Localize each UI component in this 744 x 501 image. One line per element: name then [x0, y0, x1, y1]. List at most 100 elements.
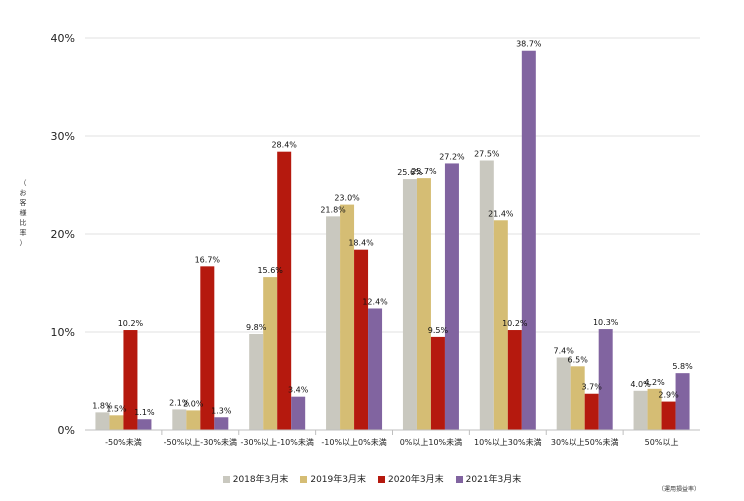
bar-value-label: 9.8%	[246, 323, 267, 332]
bar-value-label: 15.6%	[257, 266, 283, 275]
bar	[200, 266, 215, 430]
bar-value-label: 21.4%	[488, 209, 514, 218]
legend-label: 2021年3月末	[465, 475, 522, 485]
legend: 2018年3月末 2019年3月末 2020年3月末 2021年3月末	[0, 472, 744, 485]
y-tick-labels: 0% 10% 20% 30% 40%	[51, 32, 75, 437]
y-tick-label: 40%	[51, 32, 75, 45]
bar	[354, 249, 369, 430]
x-axis	[85, 429, 700, 435]
bar	[493, 220, 508, 430]
x-tick-label: -50%以上-30%未満	[164, 437, 237, 447]
legend-item: 2020年3月末	[378, 472, 444, 485]
bar-value-label: 4.2%	[644, 378, 665, 387]
x-tick-label: -30%以上-10%未満	[241, 437, 314, 447]
bar-value-label: 7.4%	[554, 346, 575, 355]
bar	[570, 366, 585, 430]
y-axis-label-char: 率	[19, 229, 27, 237]
bar-value-label: 5.8%	[672, 362, 693, 371]
y-tick-label: 20%	[51, 228, 75, 241]
bar	[172, 409, 187, 430]
bar	[416, 178, 431, 430]
bar	[326, 216, 341, 430]
bar	[291, 396, 306, 430]
bar	[598, 329, 613, 430]
gridlines	[85, 37, 700, 333]
bar-value-label: 4.0%	[630, 380, 651, 389]
bar-value-label: 1.8%	[92, 401, 113, 410]
bar	[109, 415, 124, 430]
bar-value-label: 25.6%	[397, 168, 423, 177]
bar-value-label: 1.1%	[134, 408, 155, 417]
legend-swatch	[300, 476, 308, 483]
bar	[675, 373, 690, 430]
bar-value-label: 3.7%	[582, 383, 603, 392]
bar-value-label: 21.8%	[320, 205, 346, 214]
bar	[521, 50, 536, 431]
x-tick-label: 50%以上	[645, 438, 679, 447]
bar-value-label: 10.2%	[502, 319, 528, 328]
bar	[402, 179, 417, 430]
bar-value-label: 1.3%	[211, 406, 232, 415]
bar	[647, 388, 662, 430]
bar-value-label: 27.2%	[439, 152, 465, 161]
x-tick-label: -50%未満	[105, 437, 142, 447]
x-tick-label: 30%以上50%未満	[551, 437, 619, 447]
y-axis-label-char: （	[19, 179, 27, 187]
x-tick-label: 10%以上30%未満	[474, 437, 542, 447]
y-axis-label-char: 客	[19, 199, 27, 207]
bar	[584, 393, 599, 430]
bar	[368, 308, 383, 430]
legend-swatch	[222, 476, 230, 483]
x-tick-label: -10%以上0%未満	[321, 437, 386, 447]
bar	[214, 417, 229, 430]
bar-value-label: 6.5%	[568, 355, 589, 364]
x-tick-labels: -50%未満 -50%以上-30%未満 -30%以上-10%未満 -10%以上0%未満…	[105, 437, 678, 447]
bar-value-label: 9.5%	[428, 326, 449, 335]
legend-item: 2021年3月末	[455, 472, 522, 485]
legend-swatch	[378, 476, 385, 483]
bars	[95, 50, 690, 431]
axis-note: （運用損益率）	[657, 486, 700, 493]
bar	[507, 330, 522, 430]
bar	[661, 401, 676, 430]
y-tick-label: 10%	[51, 326, 75, 339]
bar-value-label: 3.4%	[288, 386, 309, 395]
bar	[633, 390, 648, 430]
y-axis-label-char: 比	[19, 219, 27, 227]
bar	[249, 333, 264, 430]
y-axis-label-char: 様	[19, 209, 27, 217]
legend-item: 2018年3月末	[222, 472, 289, 485]
bar-value-label: 2.0%	[183, 399, 204, 408]
bar	[479, 160, 494, 430]
legend-label: 2020年3月末	[388, 475, 444, 485]
bar-value-label: 28.4%	[271, 141, 297, 150]
bar-value-label: 2.1%	[169, 398, 190, 407]
bar	[137, 419, 152, 430]
bar-value-labels: 1.8%1.5% 10.2% 1.1% 2.1%2.0% 16.7% 1.3% 9.8% 15…	[92, 40, 693, 417]
bar-value-label: 12.4%	[362, 297, 388, 306]
y-axis-label: （ お客様比率 ）	[16, 178, 30, 248]
bar	[277, 151, 292, 430]
bar	[263, 277, 278, 430]
bar	[556, 357, 571, 430]
bar-value-label: 2.9%	[658, 391, 679, 400]
bar-value-label: 10.3%	[593, 318, 619, 327]
bar-value-label: 1.5%	[106, 404, 127, 413]
legend-item: 2019年3月末	[300, 472, 366, 485]
bar-value-label: 10.2%	[118, 319, 144, 328]
y-tick-label: 0%	[58, 424, 75, 437]
legend-label: 2019年3月末	[310, 475, 366, 485]
x-tick-label: 0%以上10%未満	[400, 437, 462, 447]
legend-label: 2018年3月末	[232, 475, 289, 485]
y-axis-label-char: ）	[19, 239, 27, 247]
bar	[430, 336, 445, 430]
bar-value-label: 16.7%	[195, 255, 221, 264]
bar	[340, 204, 355, 430]
bar	[95, 412, 110, 430]
bar	[123, 330, 138, 430]
bar-value-label: 38.7%	[516, 40, 542, 49]
bar-value-label: 18.4%	[348, 239, 374, 248]
bar-value-label: 25.7%	[411, 167, 437, 176]
bar	[444, 163, 459, 430]
